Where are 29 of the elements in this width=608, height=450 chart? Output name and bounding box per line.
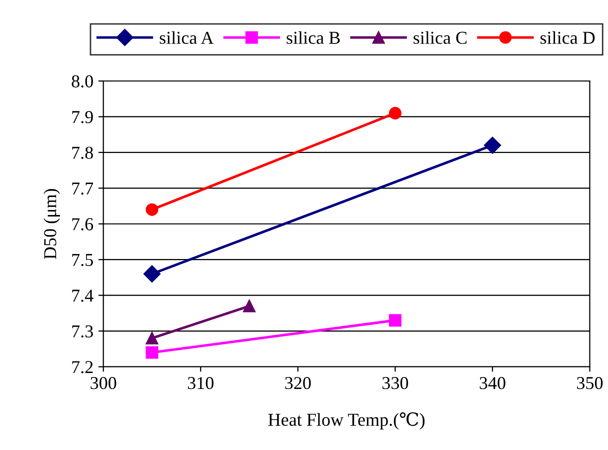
point <box>146 346 158 359</box>
point <box>143 265 161 282</box>
x-tick-label: 350 <box>577 376 603 390</box>
y-tick-label: 7.4 <box>72 290 94 302</box>
y-tick-label: 7.3 <box>72 325 93 338</box>
point <box>388 106 402 120</box>
x-tick-label: 320 <box>285 376 311 390</box>
x-tick-label: 330 <box>382 376 408 390</box>
y-axis-title: D50 (μm) <box>44 188 60 260</box>
y-tick-label: 7.2 <box>72 361 93 374</box>
legend-label: silica A <box>160 31 214 44</box>
point <box>388 314 402 327</box>
y-tick-label: 7.7 <box>72 182 94 195</box>
x-tick-label: 340 <box>480 376 506 390</box>
legend-label: silica B <box>286 31 340 44</box>
y-tick-label: 7.6 <box>72 218 94 230</box>
y-tick-label: 7.9 <box>72 111 93 124</box>
x-tick-label: 300 <box>90 376 116 390</box>
y-tick-label: 7.8 <box>72 146 93 159</box>
legend-label: silica C <box>414 31 467 44</box>
y-tick-label: 8.0 <box>72 75 93 88</box>
point <box>243 300 256 312</box>
legend-label: silica D <box>540 31 595 44</box>
y-tick-label: 7.5 <box>72 254 93 266</box>
x-axis-title: Heat Flow Temp.(℃) <box>268 412 425 430</box>
point <box>146 332 158 344</box>
x-tick-label: 310 <box>188 376 214 390</box>
point <box>146 203 158 216</box>
point <box>484 136 502 154</box>
